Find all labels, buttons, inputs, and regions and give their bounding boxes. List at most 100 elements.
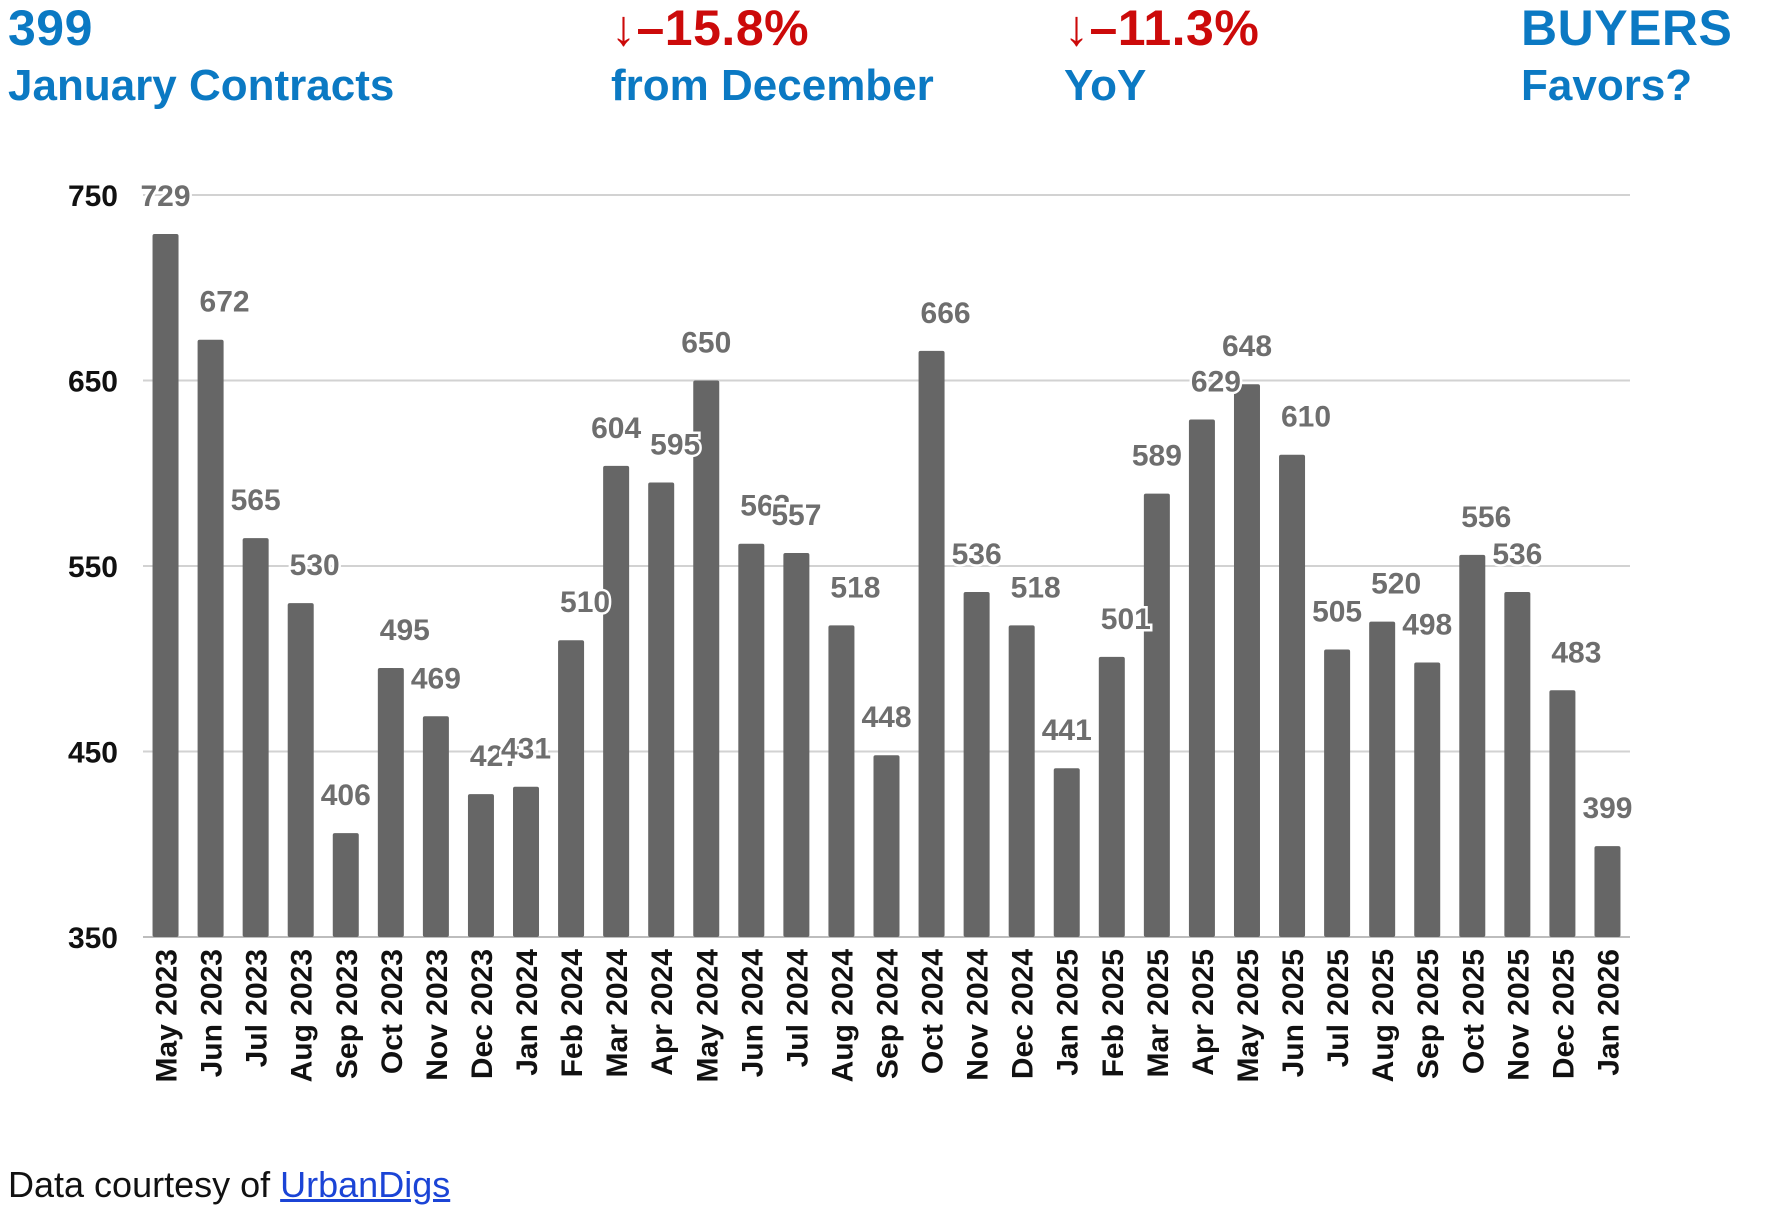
bar: [1008, 625, 1035, 937]
data-label: 629: [1191, 365, 1241, 398]
stat-label: January Contracts: [8, 61, 395, 110]
x-tick-label: Sep 2025: [1412, 949, 1445, 1079]
stat-month-over-month: ↓–15.8% from December: [611, 0, 934, 116]
bar: [1098, 656, 1125, 937]
data-label: 441: [1042, 714, 1092, 747]
stat-market-favors: BUYERS Favors?: [1521, 0, 1732, 116]
bar: [513, 786, 540, 937]
data-label: 589: [1132, 440, 1182, 473]
data-label: 530: [290, 549, 340, 582]
urbandigs-link[interactable]: UrbanDigs: [280, 1164, 451, 1205]
data-label: 604: [591, 412, 641, 445]
x-tick-label: Aug 2024: [826, 949, 859, 1083]
bar: [422, 716, 449, 937]
x-tick-label: Feb 2024: [556, 949, 589, 1078]
y-axis-ticks: 350 450 550 650 750: [68, 180, 118, 955]
bar: [1594, 846, 1621, 937]
x-tick-label: Jul 2024: [781, 949, 814, 1068]
bar: [1369, 621, 1396, 937]
bar: [738, 543, 765, 937]
stat-value: ↓–15.8%: [611, 0, 810, 56]
x-tick-label: Nov 2025: [1502, 949, 1535, 1081]
stat-label: YoY: [1064, 61, 1147, 110]
bar: [1233, 384, 1260, 937]
x-tick-label: Dec 2025: [1547, 949, 1580, 1079]
x-tick-label: Dec 2023: [466, 949, 499, 1079]
bar: [1143, 493, 1170, 937]
x-tick-label: Apr 2024: [646, 949, 679, 1076]
data-label: 448: [861, 701, 911, 734]
data-label: 469: [411, 662, 461, 695]
bar: [1279, 454, 1306, 937]
x-tick-label: Nov 2024: [962, 949, 995, 1081]
data-label: 666: [921, 297, 971, 330]
stat-year-over-year: ↓–11.3% YoY: [1064, 0, 1259, 116]
bar: [558, 640, 585, 937]
data-label: 427: [470, 740, 520, 773]
x-tick-label: Sep 2023: [331, 949, 364, 1079]
stat-january-contracts: 399 January Contracts: [8, 0, 394, 116]
x-tick-label: Oct 2024: [917, 949, 950, 1074]
data-label: 672: [200, 286, 250, 319]
data-label: 518: [830, 571, 880, 604]
bar: [467, 794, 494, 937]
data-label: 406: [321, 779, 371, 812]
stat-value: ↓–11.3%: [1064, 0, 1260, 56]
x-tick-label: Mar 2025: [1142, 949, 1175, 1077]
bar: [242, 538, 269, 937]
data-label: 729: [140, 180, 190, 213]
bar: [873, 755, 900, 937]
stat-label: Favors?: [1521, 61, 1693, 110]
bar: [693, 380, 720, 937]
data-label: 431: [501, 733, 551, 766]
data-label: 562: [740, 490, 790, 523]
data-label: 565: [231, 484, 281, 517]
stat-value: BUYERS: [1521, 0, 1733, 56]
x-tick-label: Feb 2025: [1097, 949, 1130, 1077]
bar: [1324, 649, 1351, 937]
x-tick-label: Jun 2024: [736, 949, 769, 1078]
bar: [332, 833, 359, 937]
data-credit: Data courtesy of UrbanDigs: [8, 1164, 450, 1206]
data-label: 518: [1011, 571, 1061, 604]
x-tick-label: Jun 2023: [196, 949, 229, 1077]
x-tick-label: Jul 2023: [241, 949, 274, 1067]
data-label: 505: [1312, 595, 1362, 628]
bar: [918, 350, 945, 937]
data-label: 648: [1222, 330, 1272, 363]
bar: [828, 625, 855, 937]
data-label: 498: [1402, 608, 1452, 641]
data-label: 650: [681, 327, 731, 360]
x-tick-label: Sep 2024: [872, 949, 905, 1079]
bar: [1053, 768, 1080, 937]
x-tick-label: Mar 2024: [601, 949, 634, 1078]
bar: [197, 339, 224, 937]
data-label: 399: [1582, 792, 1632, 825]
y-tick-label: 750: [68, 180, 118, 213]
x-tick-label: Aug 2025: [1367, 949, 1400, 1082]
stat-label: from December: [611, 61, 934, 110]
bar: [1549, 690, 1576, 937]
x-tick-label: May 2024: [691, 949, 724, 1083]
y-tick-label: 550: [68, 551, 118, 584]
stat-value: 399: [8, 0, 93, 56]
y-tick-label: 450: [68, 737, 118, 770]
x-tick-label: Jul 2025: [1322, 949, 1355, 1067]
x-tick-label: Apr 2025: [1187, 949, 1220, 1076]
bar: [1414, 662, 1441, 937]
credit-prefix: Data courtesy of: [8, 1164, 281, 1205]
bar: [1504, 591, 1531, 937]
x-tick-label: Aug 2023: [286, 949, 319, 1082]
data-label: 483: [1551, 636, 1601, 669]
bar: [1188, 419, 1215, 938]
data-label: 595: [650, 429, 700, 462]
x-tick-label: Oct 2025: [1457, 949, 1490, 1074]
bar: [963, 591, 990, 937]
bar: [603, 465, 630, 937]
x-tick-label: Oct 2023: [376, 949, 409, 1074]
x-tick-label: Jan 2026: [1592, 949, 1625, 1076]
y-tick-label: 350: [68, 922, 118, 955]
bar: [783, 553, 810, 937]
contracts-bar-chart: 350 450 550 650 750 729 672 565 530 406 495 469 427…: [68, 177, 1635, 1083]
